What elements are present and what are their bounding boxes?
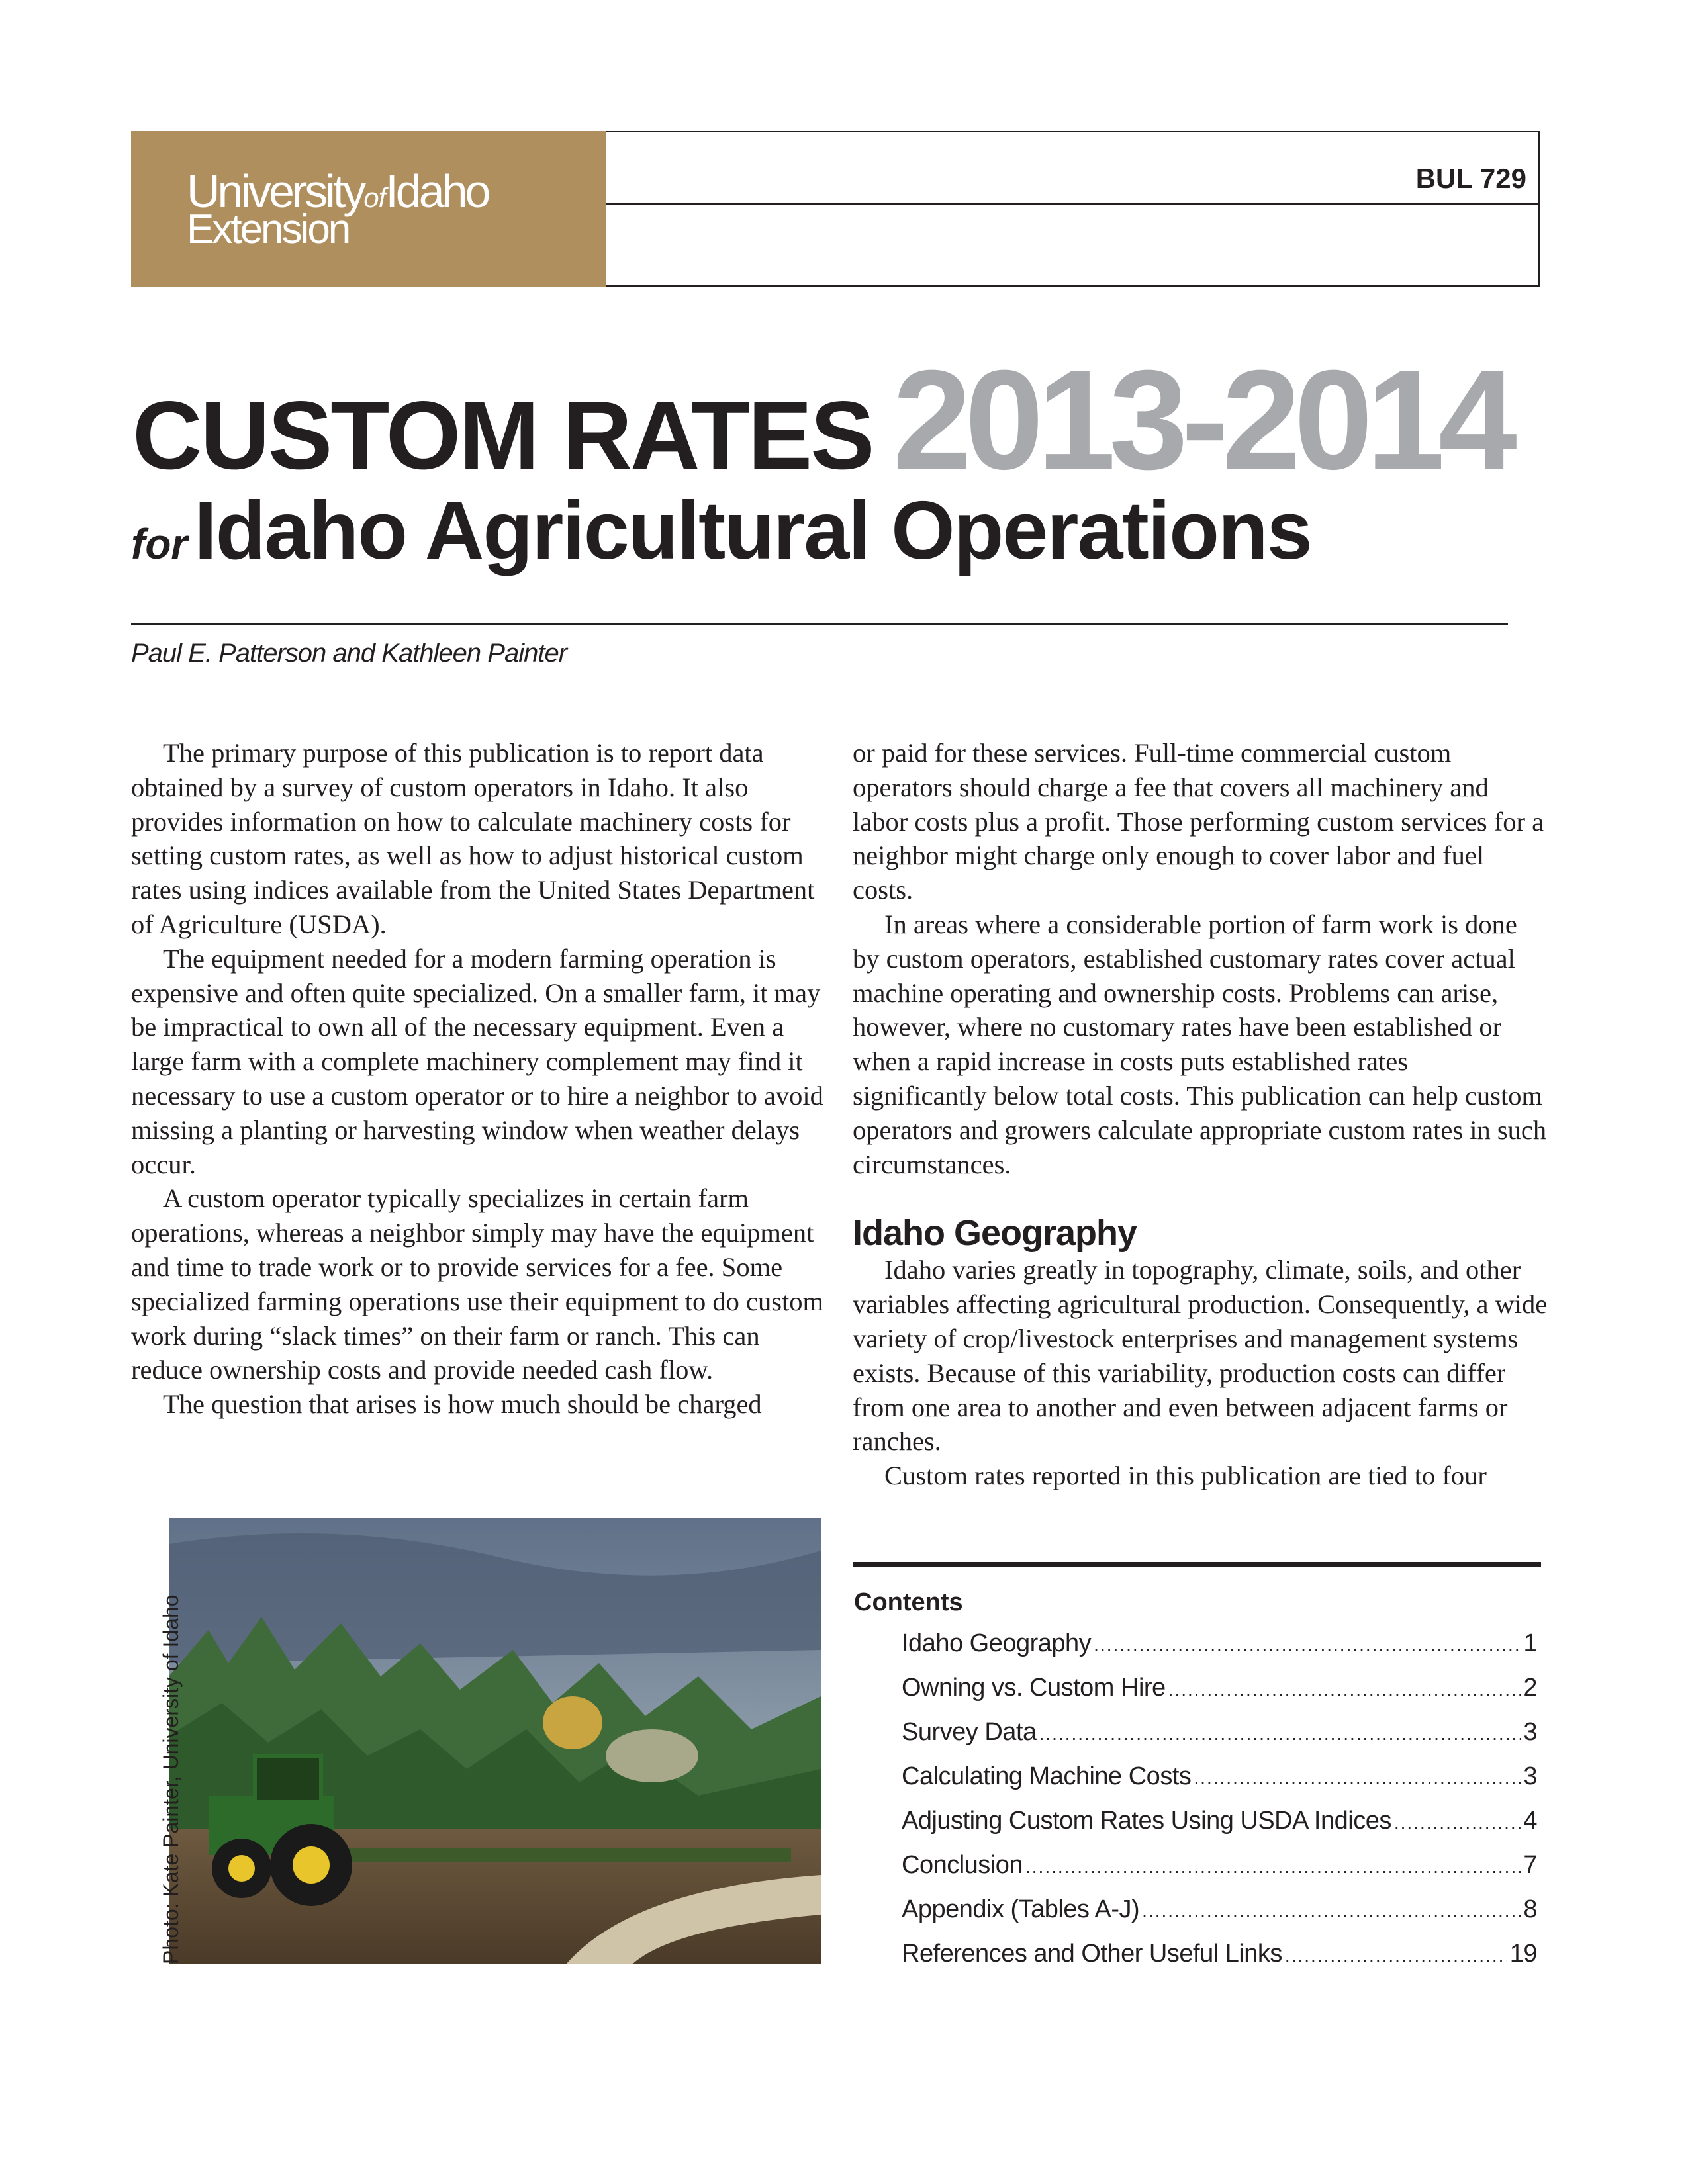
- bulletin-number: BUL 729: [1415, 163, 1526, 194]
- title-divider: [131, 623, 1508, 625]
- toc-page: 19: [1509, 1940, 1538, 1968]
- toc-page: 8: [1523, 1895, 1537, 1923]
- toc-leader: [1194, 1768, 1521, 1789]
- paragraph: In areas where a considerable portion of…: [853, 909, 1547, 1179]
- toc-leader: [1039, 1723, 1521, 1745]
- paragraph: or paid for these services. Full-time co…: [853, 738, 1544, 905]
- toc-label: References and Other Useful Links: [902, 1940, 1282, 1968]
- logo-university: University: [187, 165, 366, 217]
- toc-label: Appendix (Tables A-J): [902, 1895, 1140, 1923]
- toc-label: Adjusting Custom Rates Using USDA Indice…: [902, 1807, 1391, 1835]
- toc-entry[interactable]: Adjusting Custom Rates Using USDA Indice…: [902, 1807, 1537, 1851]
- page-subtitle: forIdaho Agricultural Operations: [131, 490, 1313, 572]
- authors: Paul E. Patterson and Kathleen Painter: [131, 639, 567, 668]
- title-main: CUSTOM RATES: [132, 381, 875, 489]
- logo-idaho: Idaho: [385, 165, 491, 217]
- tractor-photo: [169, 1518, 821, 1964]
- logo-extension: Extension: [187, 206, 351, 252]
- photo-credit: Photo: Kate Painter, University of Idaho: [159, 1594, 183, 1964]
- header-divider: [606, 203, 1540, 205]
- toc-leader: [1285, 1945, 1507, 1966]
- toc-label: Calculating Machine Costs: [902, 1762, 1192, 1790]
- toc-entry[interactable]: Owning vs. Custom Hire 2: [902, 1674, 1537, 1718]
- toc-entry[interactable]: References and Other Useful Links 19: [902, 1940, 1538, 1984]
- university-logo: UniversityofIdaho Extension: [131, 131, 606, 287]
- paragraph: The equipment needed for a modern farmin…: [131, 943, 823, 1179]
- toc-page: 7: [1523, 1851, 1537, 1879]
- toc-leader: [1094, 1635, 1521, 1656]
- contents-title: Contents: [854, 1588, 963, 1616]
- contents-divider: [853, 1562, 1541, 1567]
- toc-page: 3: [1523, 1762, 1537, 1790]
- body-column-right: or paid for these services. Full-time co…: [853, 736, 1548, 1493]
- logo-text: UniversityofIdaho: [187, 165, 491, 217]
- table-of-contents: Idaho Geography 1 Owning vs. Custom Hire 2 S…: [902, 1629, 1538, 1984]
- subtitle-main: Idaho Agricultural Operations: [194, 485, 1312, 576]
- subtitle-for: for: [131, 520, 188, 568]
- toc-leader: [1168, 1679, 1521, 1700]
- page-title: CUSTOM RATES 2013-2014: [132, 349, 1517, 491]
- paragraph: Idaho varies greatly in topography, clim…: [853, 1255, 1548, 1457]
- toc-page: 2: [1523, 1674, 1537, 1702]
- toc-page: 3: [1523, 1718, 1537, 1746]
- title-years: 2013-2014: [892, 341, 1517, 499]
- section-heading: Idaho Geography: [853, 1213, 1137, 1253]
- toc-leader: [1394, 1812, 1521, 1833]
- toc-page: 1: [1523, 1629, 1537, 1657]
- photo-image: [169, 1518, 821, 1964]
- toc-label: Survey Data: [902, 1718, 1037, 1746]
- toc-entry[interactable]: Appendix (Tables A-J) 8: [902, 1895, 1537, 1940]
- toc-entry[interactable]: Idaho Geography 1: [902, 1629, 1537, 1674]
- toc-label: Conclusion: [902, 1851, 1023, 1879]
- body-column-left: The primary purpose of this publication …: [131, 736, 825, 1422]
- paragraph: A custom operator typically specializes …: [131, 1183, 823, 1385]
- toc-entry[interactable]: Calculating Machine Costs 3: [902, 1762, 1537, 1807]
- toc-label: Idaho Geography: [902, 1629, 1092, 1657]
- paragraph: Custom rates reported in this publicatio…: [884, 1461, 1487, 1491]
- toc-leader: [1025, 1856, 1521, 1878]
- toc-page: 4: [1523, 1807, 1537, 1835]
- toc-label: Owning vs. Custom Hire: [902, 1674, 1166, 1702]
- paragraph: The question that arises is how much sho…: [163, 1389, 762, 1420]
- toc-leader: [1142, 1901, 1521, 1922]
- logo-of: of: [363, 182, 386, 213]
- toc-entry[interactable]: Conclusion 7: [902, 1851, 1537, 1895]
- toc-entry[interactable]: Survey Data 3: [902, 1718, 1537, 1762]
- paragraph: The primary purpose of this publication …: [131, 738, 815, 939]
